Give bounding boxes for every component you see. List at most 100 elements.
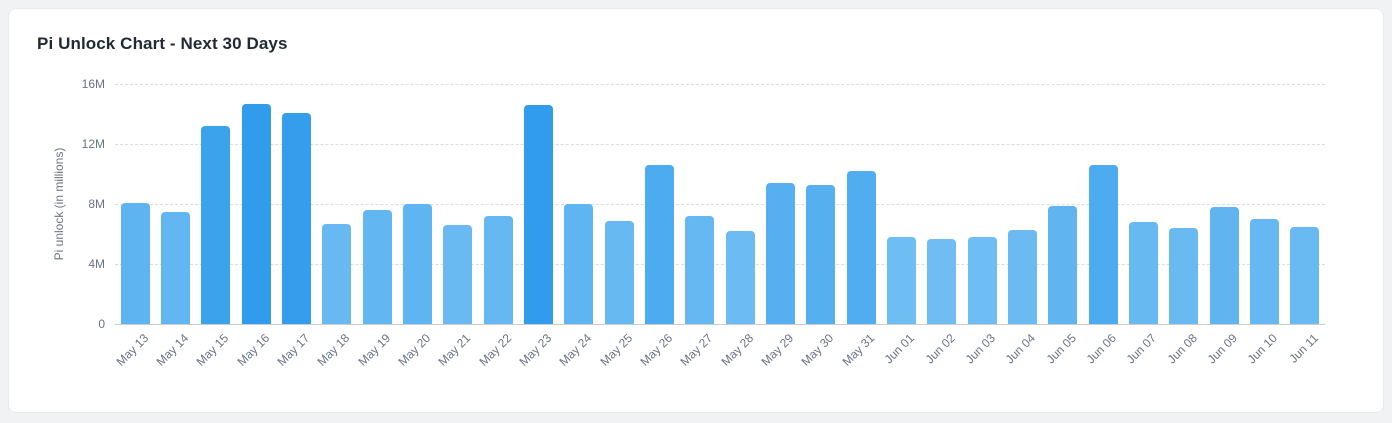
x-tick-label: Jun 06 [1083, 331, 1119, 367]
bar[interactable] [725, 231, 755, 324]
bar[interactable] [160, 211, 190, 324]
x-tick-label: May 20 [395, 331, 434, 369]
bar[interactable] [523, 105, 553, 324]
y-tick-label: 16M [81, 77, 105, 91]
x-tick-label: May 15 [193, 331, 232, 369]
x-tick-label: May 23 [516, 331, 555, 369]
bar-slot: Jun 10 [1244, 84, 1284, 366]
x-tick-label: Jun 07 [1123, 331, 1160, 367]
bar-slot: May 15 [194, 84, 236, 369]
x-tick-label: May 25 [597, 331, 636, 369]
y-tick-label: 4M [88, 257, 105, 271]
x-tick-label: May 18 [314, 331, 353, 369]
bar[interactable] [241, 103, 271, 324]
y-tick-label: 12M [81, 137, 105, 151]
x-tick-label: Jun 08 [1164, 331, 1200, 367]
bar[interactable] [1048, 205, 1078, 324]
bar-slot: May 20 [396, 84, 437, 369]
bar[interactable] [685, 216, 715, 324]
bar[interactable] [765, 183, 795, 324]
x-tick-label: Jun 11 [1285, 331, 1321, 366]
bar[interactable] [806, 184, 836, 324]
bar-slot: May 30 [799, 84, 841, 369]
x-tick-label: Jun 04 [1002, 331, 1039, 367]
x-tick-label: Jun 10 [1244, 331, 1281, 367]
bar-slot: May 28 [718, 84, 760, 369]
x-tick-label: Jun 03 [962, 331, 998, 367]
bar[interactable] [1128, 222, 1158, 324]
bar[interactable] [362, 210, 392, 324]
x-tick-label: May 21 [435, 331, 474, 369]
bar-slot: May 17 [275, 84, 316, 369]
bar[interactable] [1209, 207, 1239, 324]
bar[interactable] [1007, 229, 1037, 324]
x-tick-label: May 16 [234, 331, 273, 369]
x-tick-label: Jun 01 [881, 331, 918, 367]
bar[interactable] [644, 165, 674, 324]
x-tick-label: May 14 [153, 331, 192, 369]
bar-slot: Jun 07 [1123, 84, 1163, 366]
bar-slot: Jun 06 [1083, 84, 1123, 366]
x-tick-label: May 13 [113, 331, 152, 369]
bar[interactable] [402, 204, 432, 324]
x-tick-label: May 22 [476, 331, 515, 369]
x-tick-label: May 27 [677, 331, 716, 369]
bar[interactable] [1088, 165, 1118, 324]
bar[interactable] [927, 238, 957, 324]
bar[interactable] [120, 202, 150, 324]
x-tick-label: May 26 [637, 331, 676, 369]
bar[interactable] [846, 171, 876, 324]
bar-slot: May 23 [517, 84, 558, 369]
bar[interactable] [564, 204, 594, 324]
bar-slot: May 21 [436, 84, 478, 369]
x-tick-label: May 30 [798, 331, 837, 369]
x-tick-label: May 29 [758, 331, 797, 369]
bar-slot: May 16 [234, 84, 276, 369]
bar[interactable] [201, 126, 231, 324]
y-tick-label: 8M [88, 197, 105, 211]
bar-slot: May 14 [154, 84, 195, 369]
bar-slot: Jun 02 [922, 84, 962, 366]
plot-area: 0 4M 8M 12M 16M May 13 May 14 May 15 May 16 May 1… [82, 77, 1325, 369]
chart-card: Pi Unlock Chart - Next 30 Days Pi unlock… [8, 8, 1384, 413]
x-tick-label: May 17 [274, 331, 313, 369]
bar-slot: May 22 [476, 84, 518, 369]
bar-slot: Jun 04 [1002, 84, 1042, 366]
x-tick-label: Jun 02 [922, 331, 958, 367]
bar-slot: May 19 [355, 84, 397, 369]
bar-slot: May 13 [113, 84, 155, 369]
bar[interactable] [281, 112, 311, 324]
pi-unlock-bar-chart: Pi unlock (in millions) 0 4M 8M 12M 16M May 1… [9, 77, 1383, 369]
x-tick-label: May 24 [556, 331, 595, 369]
bar[interactable] [443, 225, 473, 324]
bar[interactable] [1169, 228, 1199, 324]
bar-slot: Jun 11 [1285, 84, 1325, 366]
bar-slot: May 27 [678, 84, 720, 369]
bar[interactable] [483, 216, 513, 324]
bar[interactable] [1249, 219, 1279, 324]
bar-slot: May 24 [557, 84, 599, 369]
bar[interactable] [604, 220, 634, 324]
bar-slot: Jun 08 [1164, 84, 1204, 366]
bar-slot: May 29 [759, 84, 800, 369]
bar[interactable] [886, 237, 916, 324]
x-tick-label: May 31 [839, 331, 877, 369]
bar-slot: May 26 [638, 84, 679, 369]
x-tick-label: Jun 09 [1204, 331, 1240, 367]
x-tick-label: May 28 [718, 331, 756, 369]
bar-slot: May 31 [839, 84, 881, 369]
bar-slot: Jun 01 [881, 84, 921, 366]
y-axis-title: Pi unlock (in millions) [52, 147, 66, 261]
x-tick-label: Jun 05 [1043, 331, 1079, 367]
chart-title: Pi Unlock Chart - Next 30 Days [37, 34, 288, 53]
bar[interactable] [322, 223, 352, 324]
bar-slot: May 25 [597, 84, 639, 369]
bar[interactable] [1290, 226, 1320, 324]
bar[interactable] [967, 237, 997, 324]
x-tick-label: May 19 [355, 331, 394, 369]
y-tick-label: 0 [98, 317, 105, 331]
bar-slot: Jun 05 [1043, 84, 1083, 366]
bar-slot: Jun 03 [962, 84, 1002, 366]
bar-slot: May 18 [315, 84, 357, 369]
bar-slot: Jun 09 [1204, 84, 1244, 366]
